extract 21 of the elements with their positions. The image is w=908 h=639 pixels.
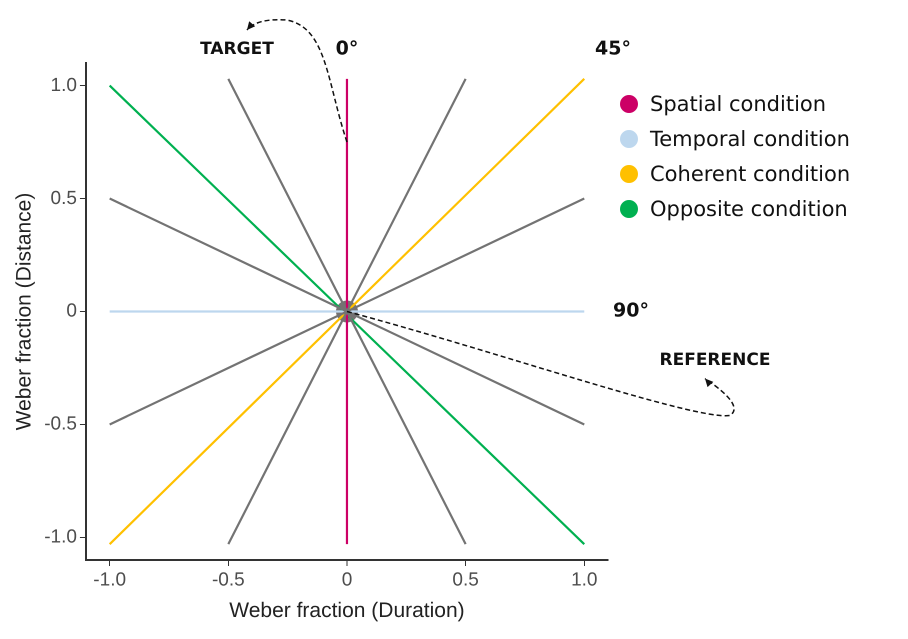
legend-label: Opposite condition (650, 196, 848, 220)
text: 90° (613, 299, 649, 322)
y-axis-title: Weber fraction (Distance) (12, 192, 36, 430)
legend-label: Coherent condition (650, 162, 850, 186)
y-tick-label: -1.0 (44, 526, 77, 548)
x-tick-label: -0.5 (212, 570, 245, 591)
y-tick-label: 0.5 (50, 188, 77, 209)
text: 0° (336, 37, 358, 60)
text: 45° (595, 37, 631, 60)
x-tick-label: 0.5 (452, 570, 479, 591)
x-tick-label: 1.0 (571, 570, 598, 591)
y-tick-label: 1.0 (50, 74, 77, 96)
annotation: TARGET (200, 38, 274, 59)
y-tick-label: 0 (66, 300, 77, 322)
x-tick-label: 0 (342, 570, 352, 591)
legend-label: Temporal condition (650, 126, 850, 150)
x-tick-label: -1.0 (93, 570, 126, 591)
legend-label: Spatial condition (650, 92, 826, 116)
y-tick-label: -0.5 (44, 414, 77, 435)
annotation: REFERENCE (659, 350, 770, 370)
x-axis-title: Weber fraction (Duration) (229, 599, 465, 622)
